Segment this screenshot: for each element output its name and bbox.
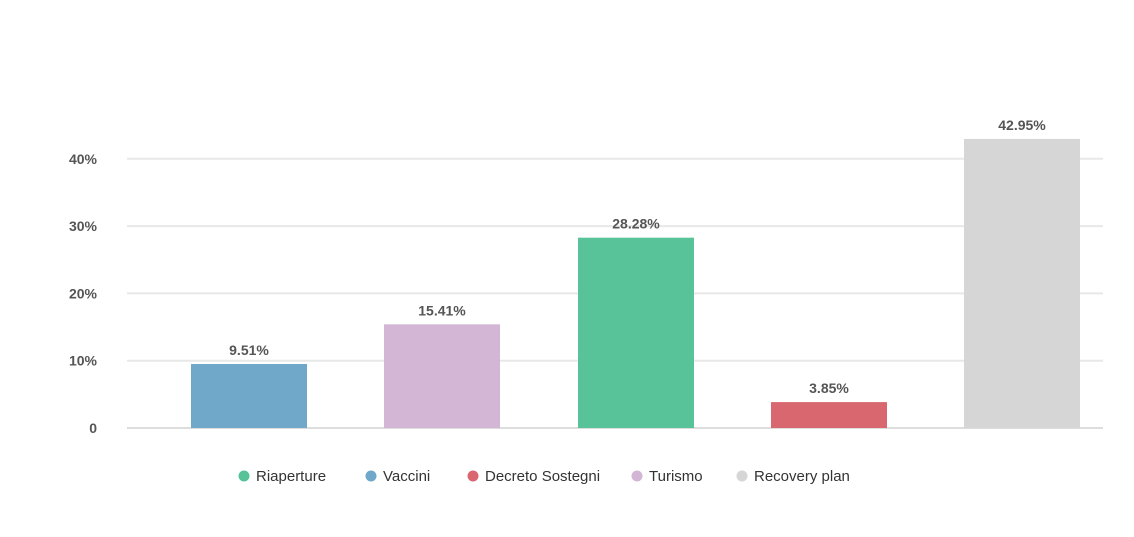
legend-item: Vaccini [365,468,430,485]
bars [191,138,1080,428]
data-label: 9.51% [229,342,269,358]
legend-label: Decreto Sostegni [485,468,600,485]
y-tick-label: 40% [69,151,98,167]
data-label: 15.41% [418,302,466,318]
legend-marker [736,470,748,482]
legend-label: Riaperture [256,468,326,485]
legend-item: Recovery plan [736,468,850,485]
data-labels: 9.51% 15.41% 28.28% 3.85% 42.95% [229,117,1046,396]
data-label: 3.85% [809,380,849,396]
bar-vaccini [191,363,307,428]
legend-marker [365,470,377,482]
legend-label: Vaccini [383,468,430,485]
y-tick-label: 30% [69,218,98,234]
bar-turismo [384,324,500,428]
data-label: 42.95% [998,117,1046,133]
y-tick-label: 10% [69,353,98,369]
y-axis-ticks: 0 10% 20% 30% 40% [69,151,98,436]
y-tick-label: 20% [69,285,98,301]
legend-marker [631,470,643,482]
legend-label: Recovery plan [754,468,850,485]
legend-item: Decreto Sostegni [467,468,600,485]
legend-marker [238,470,250,482]
bar-decreto-sostegni [771,402,887,428]
legend: Riaperture Vaccini Decreto Sostegni Turismo… [238,468,850,485]
bar-recovery-plan [964,138,1080,428]
legend-marker [467,470,479,482]
legend-item: Turismo [631,468,703,485]
data-label: 28.28% [612,216,660,232]
y-tick-label: 0 [89,420,97,436]
legend-item: Riaperture [238,468,326,485]
legend-label: Turismo [649,468,703,485]
bar-riaperture [578,237,694,428]
